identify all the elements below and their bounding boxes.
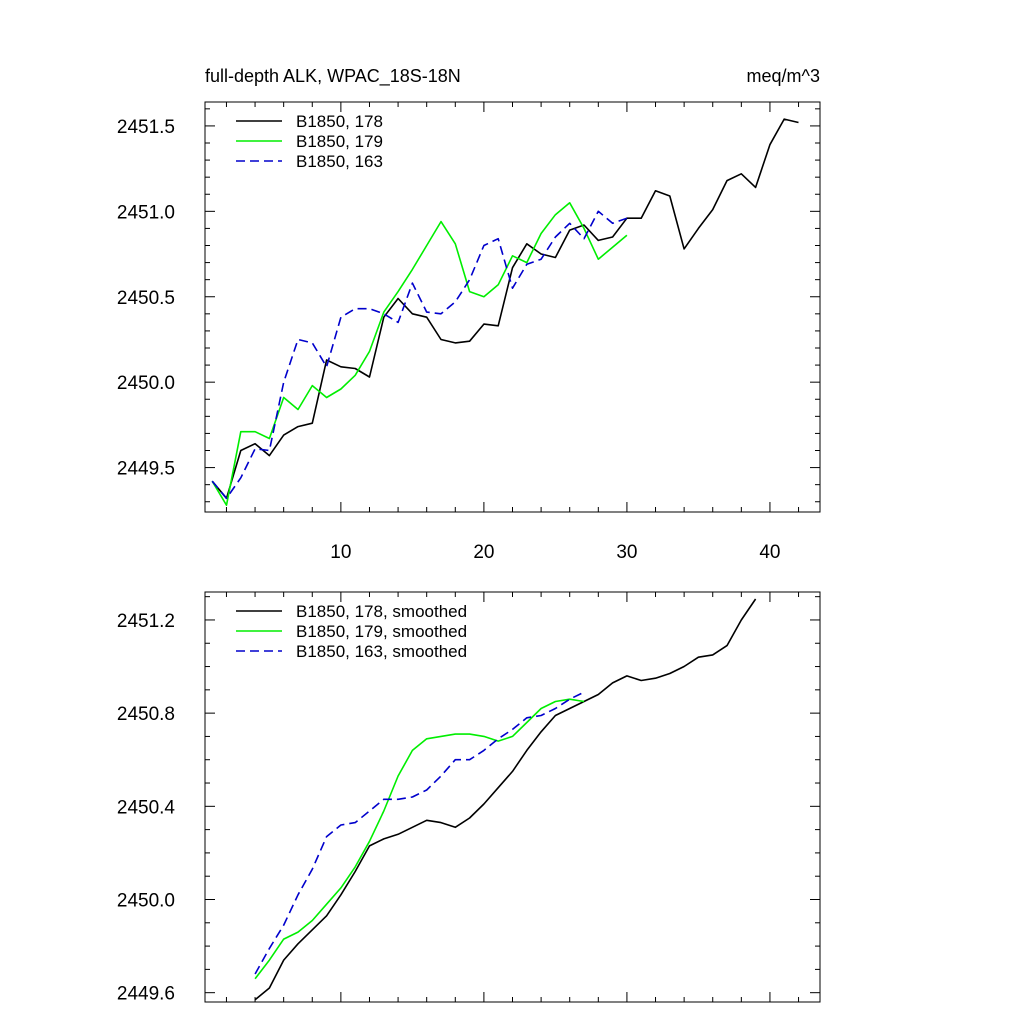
legend-label: B1850, 178 [296,112,383,131]
y-tick-label: 2450.8 [117,704,175,725]
y-tick-label: 2450.4 [117,797,176,818]
series-line-2 [254,698,585,980]
x-tick-label: 20 [473,542,494,563]
figure-units: meq/m^3 [747,66,820,86]
series-line-3 [254,691,585,975]
y-tick-label: 2450.0 [117,891,175,912]
bottom-panel: 2449.6 2450.0 2450.4 2450.8 2451.2 B1850, 178… [117,591,821,1005]
figure-title: full-depth ALK, WPAC_18S-18N [205,66,461,87]
series-line-1 [211,118,799,500]
series-line-2 [211,202,628,507]
series-line-3 [211,210,628,500]
y-tick-label: 2450.0 [117,373,175,394]
y-tick-label: 2451.0 [117,202,175,223]
x-tick-label: 30 [616,542,637,563]
x-tick-label: 10 [330,542,351,563]
legend-label: B1850, 179 [296,132,383,151]
legend-label: B1850, 163 [296,152,383,171]
top-panel: 2449.5 2450.0 2450.5 2451.0 2451.5 10 20 30 40 B1… [117,101,821,563]
legend-label: B1850, 179, smoothed [296,622,467,641]
series-line-1 [254,598,757,1001]
y-tick-label: 2449.5 [117,459,175,480]
y-tick-label: 2451.5 [117,117,175,138]
legend-label: B1850, 163, smoothed [296,642,467,661]
x-tick-label: 40 [759,542,780,563]
y-tick-label: 2449.6 [117,984,175,1005]
legend-label: B1850, 178, smoothed [296,602,467,621]
y-tick-label: 2451.2 [117,611,175,632]
y-tick-label: 2450.5 [117,288,175,309]
